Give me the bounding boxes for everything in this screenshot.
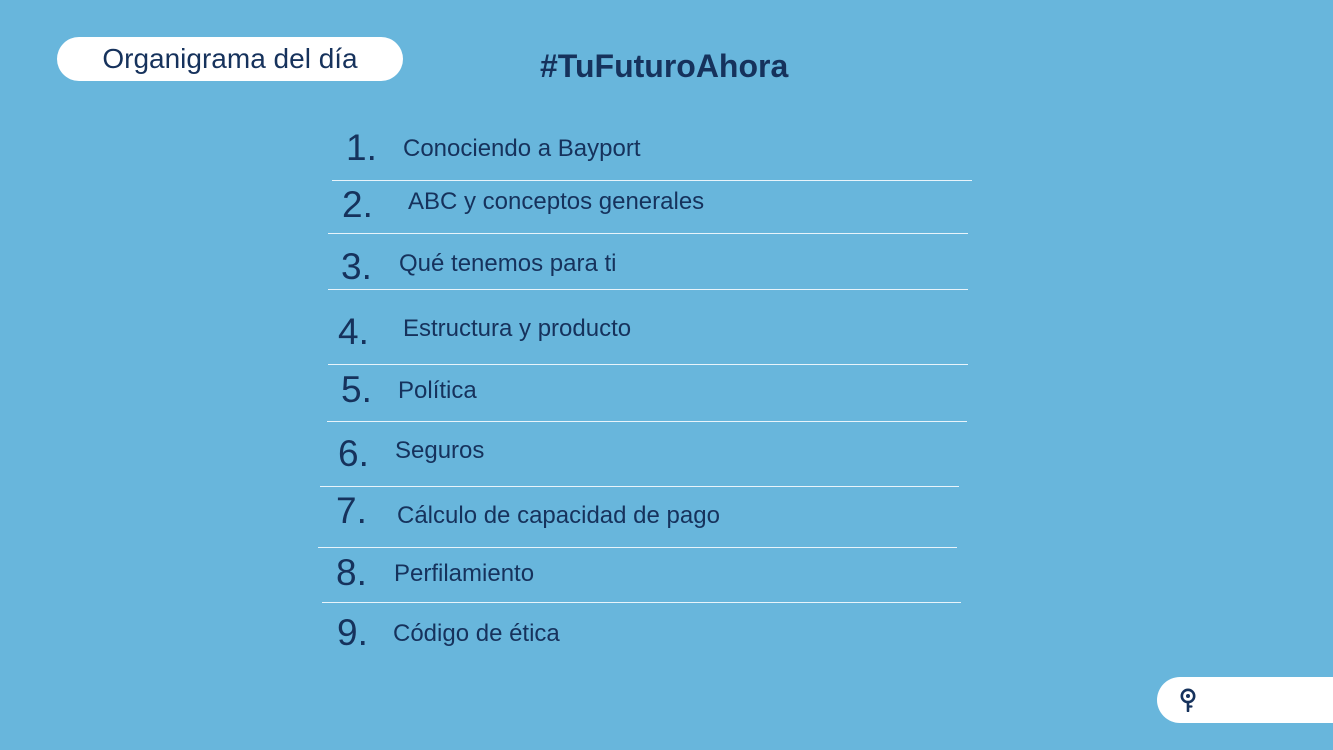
logo-tab: [1157, 677, 1333, 723]
agenda-divider: [328, 233, 968, 234]
section-label: Organigrama del día: [102, 43, 358, 74]
agenda-item-label: Cálculo de capacidad de pago: [397, 502, 720, 529]
agenda-divider: [327, 421, 967, 422]
agenda-number: 7.: [336, 490, 367, 531]
agenda-number: 1.: [346, 127, 377, 168]
agenda-number: 8.: [336, 552, 367, 593]
agenda-divider: [328, 364, 968, 365]
agenda-number: 4.: [338, 311, 369, 352]
agenda-number: 9.: [337, 612, 368, 653]
agenda-divider: [320, 486, 959, 487]
agenda-divider: [318, 547, 957, 548]
page-title: #TuFuturoAhora: [540, 48, 789, 84]
section-label-pill: Organigrama del día: [57, 37, 403, 81]
agenda-number: 2.: [342, 184, 373, 225]
agenda-item-label: Código de ética: [393, 620, 560, 647]
agenda-number: 5.: [341, 369, 372, 410]
agenda-divider: [332, 180, 972, 181]
agenda-item-label: Perfilamiento: [394, 560, 535, 587]
agenda-divider: [328, 289, 968, 290]
agenda-item-label: Estructura y producto: [403, 315, 632, 342]
pin-icon: [1180, 688, 1196, 712]
agenda-number: 6.: [338, 433, 369, 474]
agenda-item-label: ABC y conceptos generales: [408, 188, 705, 215]
agenda-item-label: Conociendo a Bayport: [403, 135, 641, 162]
agenda-item-label: Política: [398, 377, 477, 404]
agenda-item-label: Seguros: [395, 437, 485, 464]
agenda-item-label: Qué tenemos para ti: [399, 250, 617, 277]
agenda-number: 3.: [341, 246, 372, 287]
agenda-divider: [322, 602, 961, 603]
